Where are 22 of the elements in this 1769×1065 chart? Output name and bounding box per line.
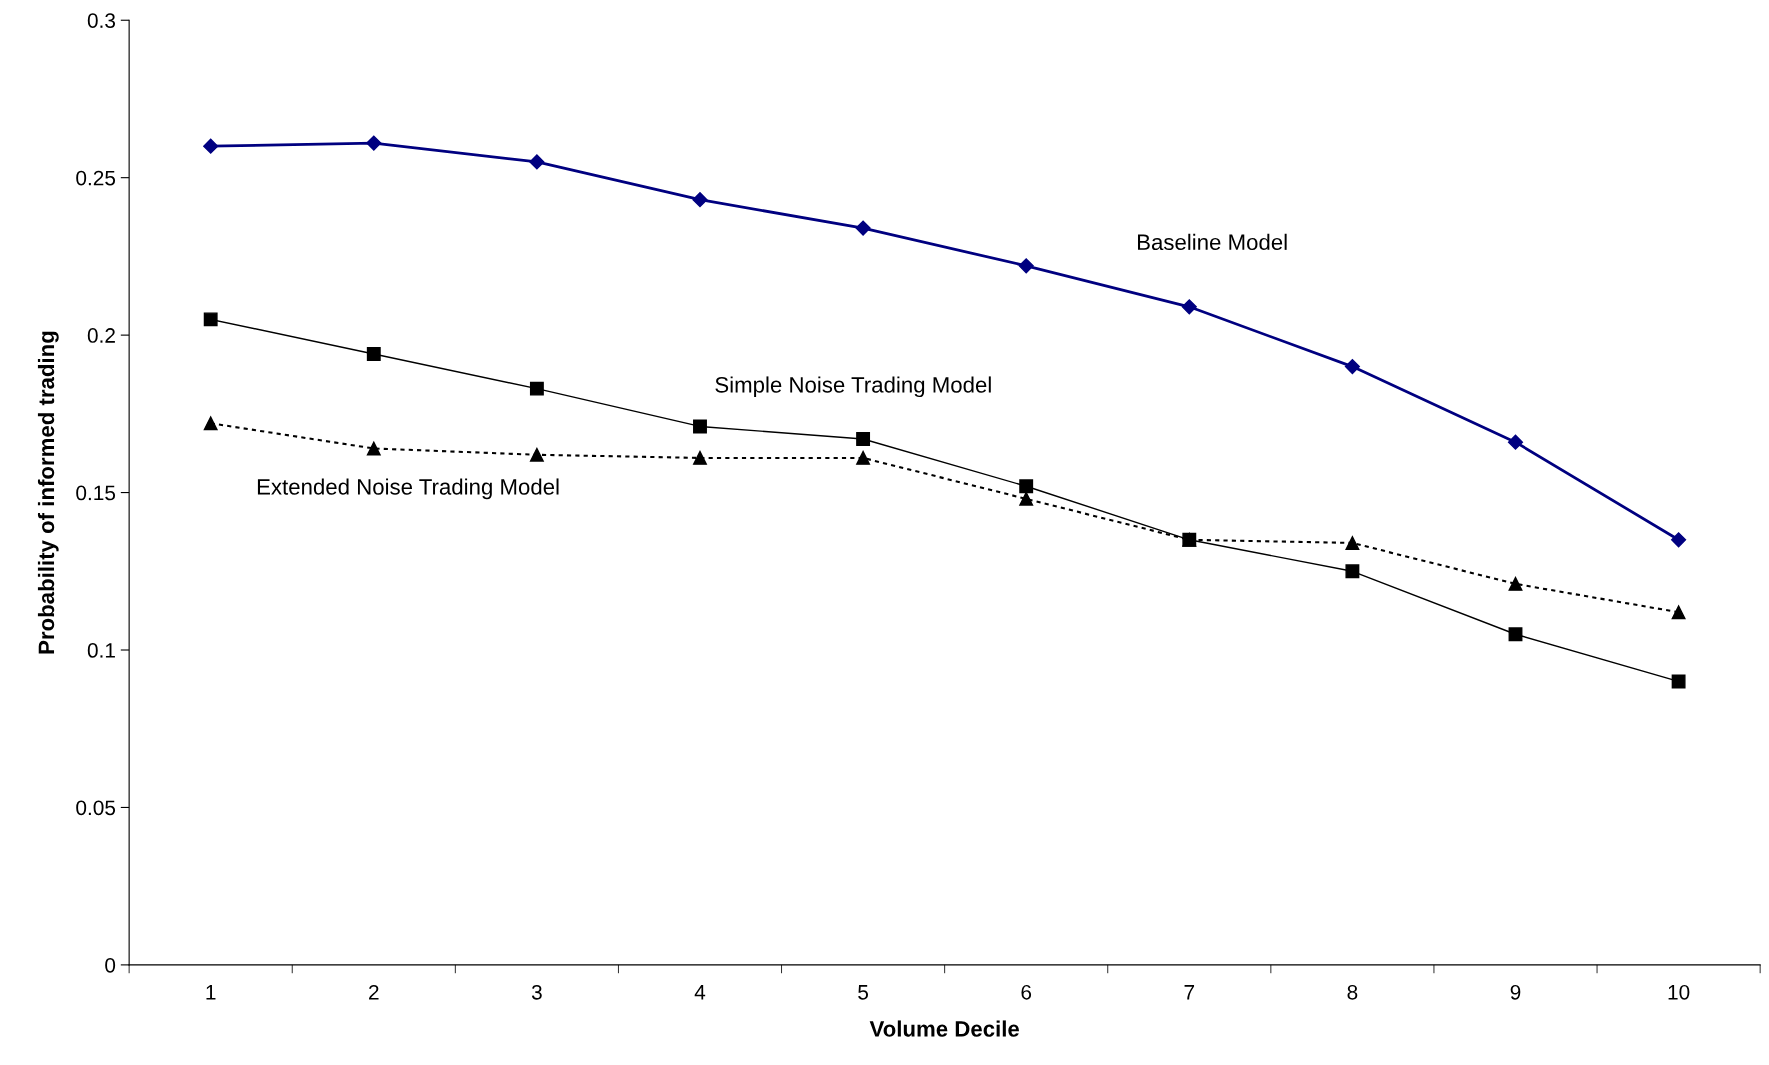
x-tick-label: 5 (858, 985, 869, 1000)
y-tick-label: 0 (105, 957, 116, 973)
y-tick-label: 0.05 (76, 800, 116, 816)
x-tick-label: 7 (1184, 985, 1195, 1000)
series-label: Baseline Model (1137, 233, 1287, 251)
x-axis-title: Volume Decile (869, 1020, 1020, 1037)
y-tick-label: 0.1 (87, 643, 115, 658)
series-label: Extended Noise Trading Model (257, 478, 559, 500)
x-tick-label: 2 (369, 984, 379, 1000)
x-tick-label: 6 (1021, 984, 1032, 1000)
y-axis-title: Probability of informed trading (37, 331, 59, 654)
x-tick-label: 8 (1347, 984, 1358, 1000)
x-tick-label: 4 (694, 985, 706, 1000)
x-tick-label: 1 (206, 985, 216, 1000)
series-label: Simple Noise Trading Model (715, 376, 991, 398)
y-tick-label: 0.3 (87, 13, 116, 28)
y-tick-label: 0.25 (76, 170, 116, 186)
x-tick-label: 3 (531, 984, 542, 1000)
y-tick-label: 0.15 (76, 485, 116, 501)
y-tick-label: 0.2 (87, 328, 115, 343)
x-tick-label: 9 (1510, 984, 1521, 1000)
x-tick-label: 10 (1668, 984, 1690, 1000)
